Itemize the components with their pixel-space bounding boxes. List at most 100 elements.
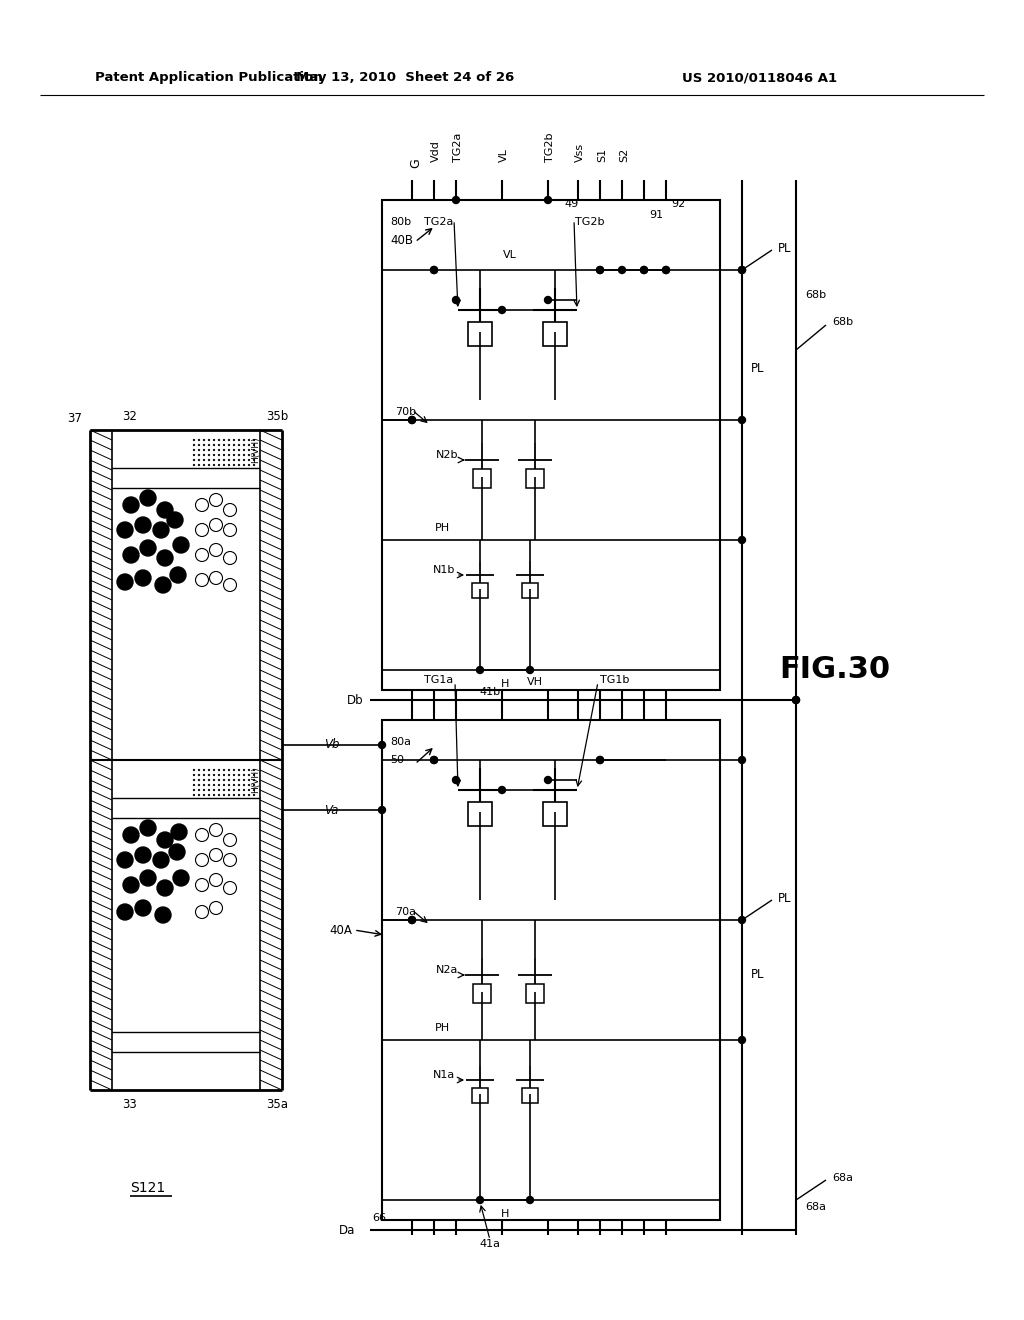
Circle shape — [526, 667, 534, 673]
Text: 80b: 80b — [390, 216, 411, 227]
Circle shape — [248, 775, 250, 776]
Text: 70b: 70b — [395, 407, 416, 417]
Circle shape — [203, 454, 205, 455]
Circle shape — [244, 449, 245, 451]
Circle shape — [239, 465, 240, 466]
Text: 70a: 70a — [395, 907, 416, 917]
Circle shape — [153, 521, 169, 539]
Circle shape — [213, 775, 215, 776]
Text: VL: VL — [499, 148, 509, 162]
Circle shape — [173, 870, 189, 886]
Circle shape — [210, 874, 222, 887]
Circle shape — [253, 445, 255, 446]
Circle shape — [203, 445, 205, 446]
Circle shape — [499, 787, 506, 793]
Circle shape — [253, 454, 255, 455]
Circle shape — [196, 524, 209, 536]
Circle shape — [169, 843, 185, 861]
Text: 68b: 68b — [805, 290, 826, 300]
Circle shape — [210, 572, 222, 585]
Circle shape — [640, 267, 647, 273]
Circle shape — [203, 465, 205, 466]
Circle shape — [208, 449, 210, 451]
Bar — [468, 322, 493, 346]
Circle shape — [253, 440, 255, 441]
Circle shape — [218, 445, 220, 446]
Circle shape — [476, 1196, 483, 1204]
Circle shape — [194, 459, 195, 461]
Text: 33: 33 — [123, 1097, 137, 1110]
Circle shape — [194, 449, 195, 451]
Text: 37: 37 — [68, 412, 82, 425]
Text: S121: S121 — [130, 1181, 165, 1195]
Circle shape — [228, 459, 229, 461]
Circle shape — [597, 756, 603, 763]
Circle shape — [228, 465, 229, 466]
Text: TG1b: TG1b — [600, 675, 630, 685]
Circle shape — [218, 459, 220, 461]
Circle shape — [203, 449, 205, 451]
Circle shape — [203, 770, 205, 771]
Circle shape — [453, 297, 460, 304]
Circle shape — [223, 454, 225, 455]
Circle shape — [244, 454, 245, 455]
Circle shape — [223, 440, 225, 441]
Circle shape — [663, 267, 670, 273]
Circle shape — [218, 449, 220, 451]
Circle shape — [499, 306, 506, 314]
Text: TG2a: TG2a — [424, 216, 453, 227]
Text: S1: S1 — [597, 148, 607, 162]
Circle shape — [196, 829, 209, 842]
Circle shape — [253, 789, 255, 791]
Text: PL: PL — [751, 969, 765, 982]
Circle shape — [223, 449, 225, 451]
Text: VH: VH — [527, 677, 543, 686]
Circle shape — [210, 544, 222, 557]
Circle shape — [233, 459, 234, 461]
Circle shape — [244, 775, 245, 776]
Circle shape — [663, 267, 670, 273]
Circle shape — [738, 536, 745, 544]
Circle shape — [239, 795, 240, 796]
Circle shape — [253, 465, 255, 466]
Bar — [472, 582, 487, 598]
Text: 35a: 35a — [266, 1097, 288, 1110]
Circle shape — [453, 776, 460, 784]
Circle shape — [199, 459, 200, 461]
Bar — [543, 803, 567, 826]
Circle shape — [199, 784, 200, 785]
Circle shape — [213, 465, 215, 466]
Circle shape — [223, 578, 237, 591]
Text: 41a: 41a — [479, 1239, 501, 1249]
Text: N2a: N2a — [435, 965, 458, 975]
Circle shape — [194, 445, 195, 446]
Text: Vdd: Vdd — [431, 140, 441, 162]
Circle shape — [248, 445, 250, 446]
Circle shape — [244, 779, 245, 781]
Circle shape — [233, 449, 234, 451]
Circle shape — [199, 440, 200, 441]
Text: Db: Db — [346, 693, 362, 706]
Circle shape — [218, 465, 220, 466]
Text: VL: VL — [503, 249, 517, 260]
Circle shape — [213, 779, 215, 781]
Circle shape — [171, 824, 187, 840]
Circle shape — [208, 784, 210, 785]
Circle shape — [140, 870, 156, 886]
Circle shape — [203, 789, 205, 791]
Circle shape — [213, 449, 215, 451]
Circle shape — [173, 537, 189, 553]
Circle shape — [738, 417, 745, 424]
Circle shape — [196, 879, 209, 891]
Circle shape — [218, 779, 220, 781]
Circle shape — [140, 820, 156, 836]
Circle shape — [208, 795, 210, 796]
Circle shape — [248, 459, 250, 461]
Circle shape — [793, 697, 800, 704]
Circle shape — [228, 454, 229, 455]
Circle shape — [117, 904, 133, 920]
Text: 49: 49 — [564, 199, 579, 209]
Circle shape — [117, 851, 133, 869]
Text: 68a: 68a — [831, 1173, 853, 1183]
Circle shape — [196, 573, 209, 586]
